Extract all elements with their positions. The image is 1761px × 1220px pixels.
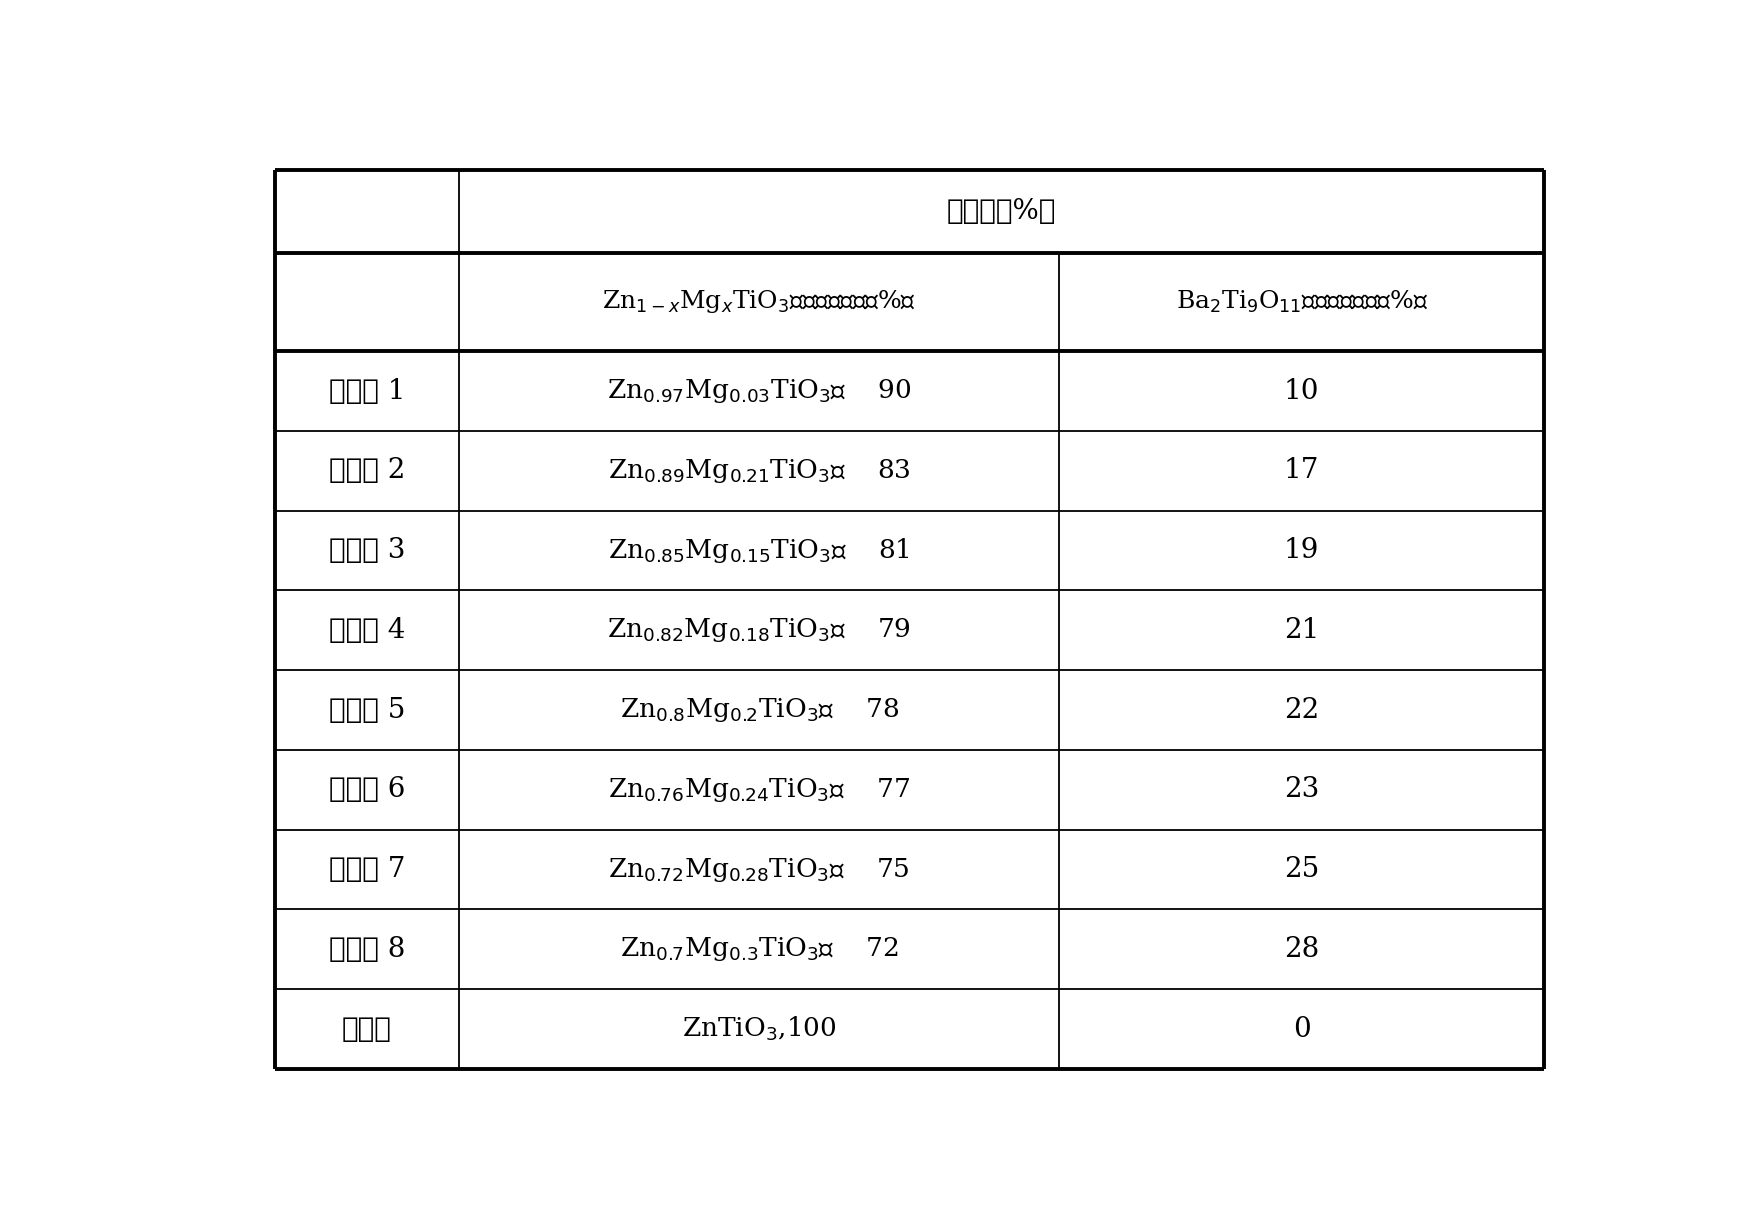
Text: Ba$_2$Ti$_9$O$_{11}$的质量百分比（%）: Ba$_2$Ti$_9$O$_{11}$的质量百分比（%） <box>1176 289 1428 315</box>
Text: Zn$_{0.7}$Mg$_{0.3}$TiO$_3$，    72: Zn$_{0.7}$Mg$_{0.3}$TiO$_3$， 72 <box>620 936 898 964</box>
Text: 实施例 4: 实施例 4 <box>329 617 405 644</box>
Text: 23: 23 <box>1284 776 1319 803</box>
Text: Zn$_{0.82}$Mg$_{0.18}$TiO$_3$，    79: Zn$_{0.82}$Mg$_{0.18}$TiO$_3$， 79 <box>608 616 910 644</box>
Text: 实施例 5: 实施例 5 <box>329 697 405 723</box>
Text: 实施例 8: 实施例 8 <box>329 936 405 963</box>
Text: 0: 0 <box>1293 1015 1310 1043</box>
Text: 对比例: 对比例 <box>342 1015 391 1043</box>
Text: 25: 25 <box>1284 856 1319 883</box>
Text: 钓酸盐（%）: 钓酸盐（%） <box>947 198 1057 224</box>
Text: 实施例 2: 实施例 2 <box>329 458 405 484</box>
Text: 17: 17 <box>1284 458 1319 484</box>
Text: ZnTiO$_3$,100: ZnTiO$_3$,100 <box>682 1015 836 1043</box>
Text: 实施例 7: 实施例 7 <box>329 856 405 883</box>
Text: 10: 10 <box>1284 377 1319 405</box>
Text: 实施例 3: 实施例 3 <box>329 537 405 564</box>
Text: 实施例 1: 实施例 1 <box>329 377 405 405</box>
Text: 21: 21 <box>1284 617 1319 644</box>
Text: 实施例 6: 实施例 6 <box>329 776 405 803</box>
Text: 28: 28 <box>1284 936 1319 963</box>
Text: Zn$_{0.76}$Mg$_{0.24}$TiO$_3$，    77: Zn$_{0.76}$Mg$_{0.24}$TiO$_3$， 77 <box>608 776 910 804</box>
Text: Zn$_{0.89}$Mg$_{0.21}$TiO$_3$，    83: Zn$_{0.89}$Mg$_{0.21}$TiO$_3$， 83 <box>608 456 910 484</box>
Text: Zn$_{0.8}$Mg$_{0.2}$TiO$_3$，    78: Zn$_{0.8}$Mg$_{0.2}$TiO$_3$， 78 <box>620 697 898 723</box>
Text: Zn$_{1-x}$Mg$_x$TiO$_3$及质量百分比（%）: Zn$_{1-x}$Mg$_x$TiO$_3$及质量百分比（%） <box>602 288 916 316</box>
Text: Zn$_{0.72}$Mg$_{0.28}$TiO$_3$，    75: Zn$_{0.72}$Mg$_{0.28}$TiO$_3$， 75 <box>608 855 910 883</box>
Text: 19: 19 <box>1284 537 1319 564</box>
Text: Zn$_{0.97}$Mg$_{0.03}$TiO$_3$，    90: Zn$_{0.97}$Mg$_{0.03}$TiO$_3$， 90 <box>608 377 912 405</box>
Text: 22: 22 <box>1284 697 1319 723</box>
Text: Zn$_{0.85}$Mg$_{0.15}$TiO$_3$，    81: Zn$_{0.85}$Mg$_{0.15}$TiO$_3$， 81 <box>608 536 910 565</box>
